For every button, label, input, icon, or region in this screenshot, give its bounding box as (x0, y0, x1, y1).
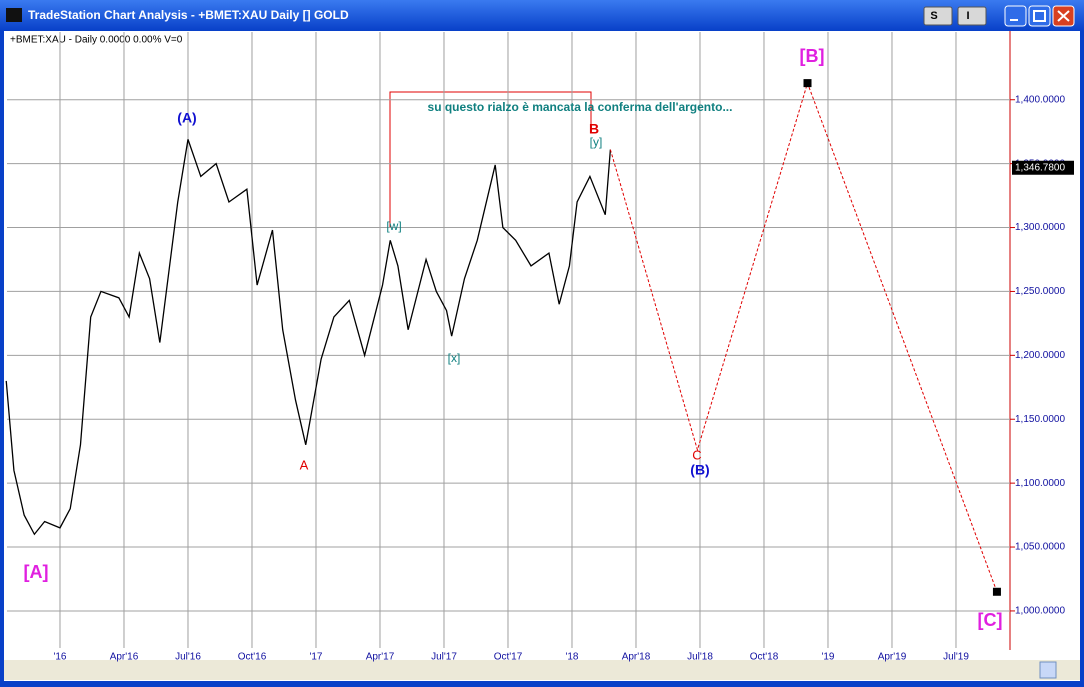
last-price-label: 1,346.7800 (1015, 162, 1065, 173)
window-title: TradeStation Chart Analysis - +BMET:XAU … (28, 8, 349, 22)
y-tick-label: 1,250.0000 (1015, 286, 1065, 297)
x-tick-label: Jul'16 (175, 652, 201, 663)
y-tick-label: 1,100.0000 (1015, 478, 1065, 489)
x-tick-label: Jul'19 (943, 652, 969, 663)
app-icon (6, 8, 22, 22)
annotation: (B) (690, 462, 709, 478)
x-tick-label: '17 (309, 652, 322, 663)
bracket (389, 91, 592, 228)
annotation: [C] (978, 610, 1003, 630)
x-tick-label: '19 (821, 652, 834, 663)
x-tick-label: Apr'19 (878, 652, 907, 663)
y-tick-label: 1,400.0000 (1015, 94, 1065, 105)
maximize-button[interactable] (1028, 5, 1051, 27)
x-tick-label: '16 (53, 652, 66, 663)
annotation: [w] (386, 219, 401, 233)
x-tick-label: Apr'18 (622, 652, 651, 663)
pivot-marker (803, 79, 812, 88)
x-tick-label: Jul'17 (431, 652, 457, 663)
last-price-box (1012, 160, 1074, 175)
annotation: [B] (800, 46, 825, 66)
s-button-label[interactable]: S (930, 10, 937, 22)
annotation: B (589, 121, 599, 137)
annotation: (A) (177, 110, 196, 126)
series-line (609, 81, 998, 592)
scroll-thumb[interactable] (1039, 661, 1057, 679)
i-button[interactable] (957, 6, 987, 26)
x-tick-label: Oct'18 (750, 652, 779, 663)
chart-area (4, 31, 1080, 681)
y-tick-label: 1,150.0000 (1015, 414, 1065, 425)
x-tick-label: Oct'16 (238, 652, 267, 663)
symbol-info: +BMET:XAU - Daily 0.0000 0.00% V=0 (10, 35, 183, 46)
x-tick-label: Oct'17 (494, 652, 523, 663)
pivot-marker (992, 587, 1001, 596)
scrollbar[interactable] (4, 660, 1080, 680)
plot: 1,000.0000 1,050.0000 1,100.0000 1,150.0000… (5, 32, 1074, 663)
y-tick-label: 1,000.0000 (1015, 606, 1065, 617)
s-button[interactable] (923, 6, 953, 26)
x-tick-label: Apr'16 (110, 652, 139, 663)
x-tick-label: Jul'18 (687, 652, 713, 663)
x-tick-label: '18 (565, 652, 578, 663)
x-tick-label: Apr'17 (366, 652, 395, 663)
minimize-button[interactable] (1004, 5, 1027, 27)
y-tick-label: 1,050.0000 (1015, 542, 1065, 553)
title-bar (0, 0, 1084, 31)
annotation: [x] (448, 351, 461, 365)
annotation: C (692, 447, 701, 462)
annotation: A (300, 457, 309, 472)
i-button-label[interactable]: I (966, 10, 969, 22)
annotation: [y] (590, 135, 603, 149)
y-tick-label: 1,200.0000 (1015, 350, 1065, 361)
y-tick-label: 1,300.0000 (1015, 222, 1065, 233)
annotation: [A] (24, 562, 49, 582)
series-line (5, 139, 612, 536)
annotation: su questo rialzo è mancata la conferma d… (428, 100, 733, 114)
